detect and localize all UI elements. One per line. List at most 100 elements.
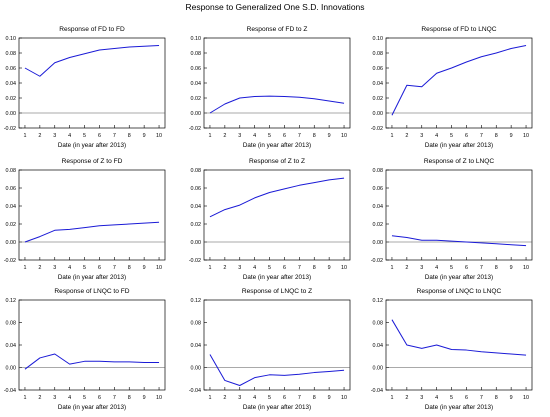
x-tick-label: 9 (510, 395, 513, 401)
x-tick-label: 5 (450, 395, 453, 401)
y-tick-label: 0.08 (191, 321, 202, 327)
y-tick-label: -0.04 (189, 388, 201, 394)
x-tick-label: 6 (283, 133, 286, 139)
irf-panel: Response of LNQC to FD -0.04 0.00 0.04 0.08 0… (4, 288, 166, 411)
x-tick-label: 7 (480, 395, 483, 401)
x-tick-label: 8 (495, 133, 498, 139)
x-tick-label: 7 (298, 133, 301, 139)
y-tick-label: 0.04 (191, 343, 202, 349)
x-tick-label: 5 (83, 265, 86, 271)
y-tick-label: 0.02 (6, 96, 17, 102)
y-tick-label: 0.00 (6, 240, 17, 246)
irf-panel: Response of Z to Z -0.02 0.00 0.02 0.04 0.06 0… (189, 158, 351, 281)
x-tick-label: 10 (156, 395, 162, 401)
y-tick-label: 0.06 (191, 186, 202, 192)
x-tick-label: 4 (68, 133, 71, 139)
x-tick-label: 2 (405, 133, 408, 139)
response-line (209, 95, 345, 114)
x-tick-label: 7 (480, 265, 483, 271)
x-axis-label: Date (in year after 2013) (425, 404, 493, 411)
y-tick-label: 0.02 (6, 222, 17, 228)
panel-title: Response of Z to FD (62, 158, 123, 165)
x-tick-label: 3 (420, 265, 423, 271)
y-tick-label: 0.08 (6, 168, 17, 174)
panel-title: Response of LNQC to Z (242, 288, 312, 295)
x-tick-label: 10 (341, 395, 347, 401)
y-tick-label: 0.00 (6, 366, 17, 372)
x-tick-label: 7 (113, 265, 116, 271)
x-axis-label: Date (in year after 2013) (58, 274, 126, 281)
panel-title: Response of FD to LNQC (421, 26, 496, 33)
x-tick-label: 4 (435, 395, 438, 401)
x-tick-label: 7 (298, 265, 301, 271)
x-tick-label: 7 (480, 133, 483, 139)
panel-title: Response of Z to LNQC (424, 158, 495, 165)
x-tick-label: 6 (98, 133, 101, 139)
x-tick-label: 3 (238, 133, 241, 139)
y-tick-label: 0.12 (191, 298, 202, 304)
x-tick-label: 8 (313, 395, 316, 401)
x-axis-label: Date (in year after 2013) (425, 274, 493, 281)
y-tick-label: 0.12 (6, 298, 17, 304)
y-tick-label: 0.02 (191, 222, 202, 228)
x-tick-label: 1 (208, 395, 211, 401)
y-tick-label: -0.02 (371, 126, 383, 132)
y-tick-label: 0.06 (373, 66, 384, 72)
x-tick-label: 6 (465, 265, 468, 271)
x-tick-label: 6 (98, 265, 101, 271)
irf-panel: Response of FD to Z -0.02 0.00 0.02 0.04 0.06… (189, 26, 351, 149)
x-tick-label: 3 (53, 133, 56, 139)
x-axis-label: Date (in year after 2013) (58, 404, 126, 411)
response-line (391, 45, 527, 116)
y-tick-label: 0.06 (191, 66, 202, 72)
x-tick-label: 2 (38, 265, 41, 271)
x-tick-label: 1 (390, 133, 393, 139)
x-tick-label: 9 (143, 265, 146, 271)
x-tick-label: 5 (268, 133, 271, 139)
plot-frame (203, 169, 351, 261)
y-tick-label: 0.00 (191, 366, 202, 372)
x-tick-label: 7 (113, 133, 116, 139)
x-tick-label: 2 (223, 133, 226, 139)
x-tick-label: 5 (83, 133, 86, 139)
x-tick-label: 10 (523, 265, 529, 271)
x-tick-label: 9 (510, 265, 513, 271)
y-tick-label: 0.06 (6, 66, 17, 72)
x-axis-label: Date (in year after 2013) (425, 142, 493, 149)
y-tick-label: 0.04 (373, 204, 384, 210)
y-tick-label: 0.00 (6, 111, 17, 117)
y-tick-label: 0.08 (191, 51, 202, 57)
y-tick-label: 0.06 (373, 186, 384, 192)
x-tick-label: 10 (156, 133, 162, 139)
irf-panel: Response of Z to FD -0.02 0.00 0.02 0.04 0.06… (4, 158, 166, 281)
panel-title: Response of FD to FD (59, 26, 125, 33)
x-tick-label: 6 (283, 265, 286, 271)
x-tick-label: 2 (38, 395, 41, 401)
y-tick-label: 0.10 (191, 36, 202, 42)
y-tick-label: 0.04 (6, 204, 17, 210)
x-tick-label: 1 (23, 133, 26, 139)
x-axis-label: Date (in year after 2013) (58, 142, 126, 149)
x-tick-label: 2 (223, 265, 226, 271)
x-tick-label: 1 (390, 395, 393, 401)
panel-title: Response of LNQC to LNQC (417, 288, 502, 295)
x-tick-label: 9 (143, 395, 146, 401)
y-tick-label: 0.00 (373, 366, 384, 372)
x-tick-label: 9 (328, 265, 331, 271)
x-tick-label: 3 (53, 395, 56, 401)
response-line (24, 45, 160, 77)
irf-panel: Response of FD to FD -0.02 0.00 0.02 0.04 0.0… (4, 26, 166, 149)
x-tick-label: 3 (420, 133, 423, 139)
y-tick-label: 0.04 (373, 81, 384, 87)
x-tick-label: 1 (23, 395, 26, 401)
response-line (209, 177, 345, 218)
response-line (391, 235, 527, 247)
x-tick-label: 4 (435, 133, 438, 139)
x-tick-label: 3 (420, 395, 423, 401)
x-tick-label: 4 (253, 133, 256, 139)
y-tick-label: 0.10 (6, 36, 17, 42)
x-tick-label: 10 (523, 133, 529, 139)
x-tick-label: 10 (156, 265, 162, 271)
x-axis-label: Date (in year after 2013) (243, 142, 311, 149)
x-tick-label: 1 (208, 133, 211, 139)
